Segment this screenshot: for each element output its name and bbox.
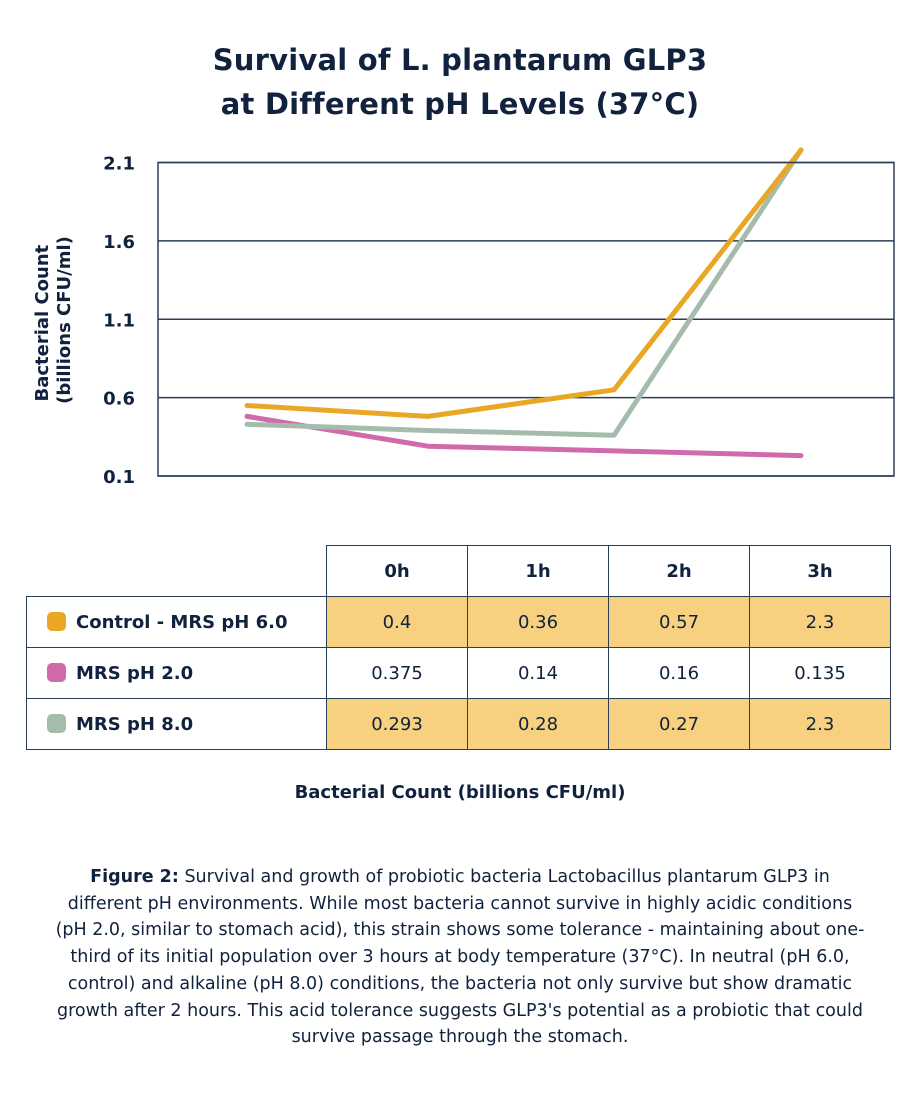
table-cell: 0.27 — [608, 698, 750, 750]
table-header-0h: 0h — [326, 545, 468, 597]
table-header-1h: 1h — [467, 545, 609, 597]
series-name: Control - MRS pH 6.0 — [76, 611, 288, 633]
chart-title: Survival of L. plantarum GLP3 at Differe… — [0, 38, 920, 126]
data-table: 0h 1h 2h 3h Control - MRS pH 6.0 0.4 0.36 0… — [26, 545, 891, 750]
y-axis-label: Bacterial Count (billions CFU/ml) — [32, 236, 75, 404]
y-tick-label: 1.6 — [103, 232, 135, 253]
legend-series-label: MRS pH 2.0 — [26, 647, 327, 699]
table-cell: 0.36 — [467, 596, 609, 648]
y-axis-ticks: 0.1 0.6 1.1 1.6 2.1 — [103, 154, 135, 489]
table-cell: 0.16 — [608, 647, 750, 699]
table-corner — [26, 545, 327, 597]
table-header-2h: 2h — [608, 545, 750, 597]
series-lines — [244, 147, 804, 459]
table-cell: 0.135 — [749, 647, 891, 699]
table-row: MRS pH 2.0 0.375 0.14 0.16 0.135 — [26, 647, 891, 699]
y-tick-label: 2.1 — [103, 154, 135, 175]
series-line — [244, 147, 804, 419]
table-cell: 0.14 — [467, 647, 609, 699]
table-row: Control - MRS pH 6.0 0.4 0.36 0.57 2.3 — [26, 596, 891, 648]
series-line — [244, 147, 804, 438]
x-axis-caption: Bacterial Count (billions CFU/ml) — [294, 782, 626, 803]
series-name: MRS pH 2.0 — [76, 662, 194, 684]
table-cell: 2.3 — [749, 698, 891, 750]
y-axis-label-line-1: Bacterial Count — [32, 244, 53, 401]
chart-title-line-2: at Different pH Levels (37°C) — [220, 87, 700, 121]
figure-caption: Figure 2: Survival and growth of probiot… — [55, 864, 865, 1051]
gridlines — [158, 161, 894, 477]
table-cell: 0.293 — [326, 698, 468, 750]
y-axis-label-line-2: (billions CFU/ml) — [54, 236, 75, 404]
chart-title-line-1: Survival of L. plantarum GLP3 — [212, 43, 708, 77]
legend-series-label: Control - MRS pH 6.0 — [26, 596, 327, 648]
table-cell: 0.28 — [467, 698, 609, 750]
table-cell: 0.375 — [326, 647, 468, 699]
y-tick-label: 1.1 — [103, 310, 135, 331]
table-cell: 0.57 — [608, 596, 750, 648]
series-name: MRS pH 8.0 — [76, 713, 194, 735]
table-row: MRS pH 8.0 0.293 0.28 0.27 2.3 — [26, 698, 891, 750]
table-cell: 2.3 — [749, 596, 891, 648]
legend-swatch-icon — [47, 662, 66, 682]
table-header-3h: 3h — [749, 545, 891, 597]
y-tick-label: 0.6 — [103, 389, 135, 410]
table-header-row: 0h 1h 2h 3h — [26, 545, 891, 597]
plot-frame — [157, 161, 895, 477]
figure-caption-text: Survival and growth of probiotic bacteri… — [55, 867, 865, 1048]
table-cell: 0.4 — [326, 596, 468, 648]
y-tick-label: 0.1 — [103, 467, 135, 488]
legend-series-label: MRS pH 8.0 — [26, 698, 327, 750]
legend-swatch-icon — [47, 713, 66, 733]
series-line — [244, 413, 804, 459]
legend-swatch-icon — [47, 611, 66, 631]
line-chart: 0.1 0.6 1.1 1.6 2.1 Bacterial Count (billion… — [32, 147, 895, 489]
figure-caption-label: Figure 2: — [90, 867, 179, 887]
